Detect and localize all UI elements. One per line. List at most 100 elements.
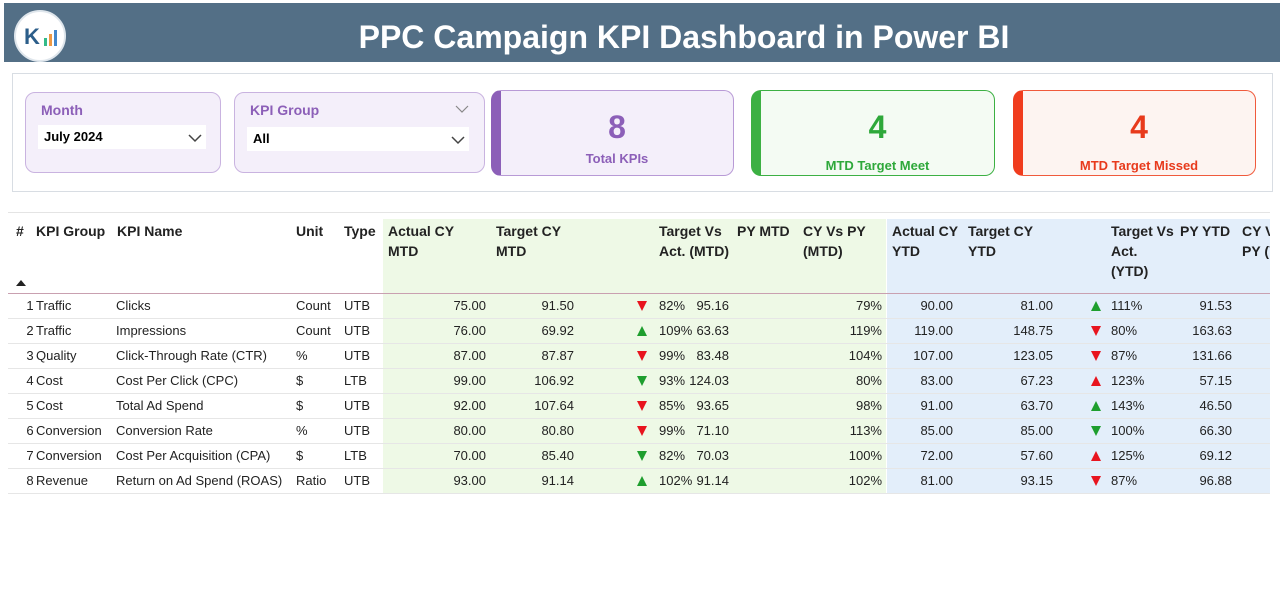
table-cell: 102% — [659, 473, 693, 488]
table-cell: 69.12 — [1199, 448, 1232, 463]
status-arrow — [1091, 401, 1101, 411]
table-cell: Cost — [36, 398, 63, 413]
table-cell: Cost — [36, 373, 63, 388]
table-cell: 80% — [1111, 323, 1138, 338]
table-cell: 63.63 — [696, 323, 729, 338]
svg-text:K: K — [24, 24, 40, 49]
table-cell: 96.88 — [1199, 473, 1232, 488]
sort-icon[interactable] — [16, 279, 26, 287]
column-header: Target Vs Act. (YTD) — [1111, 223, 1174, 279]
table-cell: 4 — [26, 373, 34, 388]
column-header: Target CY MTD — [496, 223, 561, 259]
table-cell: UTB — [344, 298, 370, 313]
kpi-group-slicer[interactable]: KPI Group All — [234, 92, 485, 173]
table-cell: LTB — [344, 373, 367, 388]
slicer-value[interactable]: All — [247, 127, 469, 151]
status-arrow — [637, 301, 647, 311]
table-cell: 163.63 — [1192, 323, 1232, 338]
status-arrow — [637, 401, 647, 411]
table-cell: 100% — [848, 448, 882, 463]
slicer-value[interactable]: July 2024 — [38, 125, 206, 149]
table-cell: 2 — [26, 323, 34, 338]
table-cell: 80% — [855, 373, 882, 388]
column-header: PY YTD — [1180, 223, 1231, 239]
ytd-band — [887, 219, 1270, 493]
mtd-band — [383, 219, 886, 493]
table-cell: 93% — [659, 373, 686, 388]
column-header: Target Vs Act. (MTD) — [659, 223, 729, 259]
table-cell: 8 — [26, 473, 34, 488]
table-cell: Conversion Rate — [116, 423, 213, 438]
logo-icon: K — [24, 24, 57, 49]
table-cell: 113% — [849, 423, 882, 438]
target-missed-card: 4 MTD Target Missed — [1013, 90, 1256, 176]
table-cell: 119.00 — [914, 323, 953, 338]
table-cell: 81.00 — [1020, 298, 1053, 313]
table-cell: 123.05 — [1013, 348, 1053, 363]
table-cell: 80.80 — [541, 423, 574, 438]
table-cell: 87% — [1111, 348, 1138, 363]
table-cell: 7 — [26, 448, 34, 463]
table-cell: 91.14 — [696, 473, 729, 488]
column-header: CY Vs PY (YTD) — [1242, 223, 1270, 259]
table-cell: 85.00 — [920, 423, 953, 438]
table-cell: Ratio — [296, 473, 327, 488]
table-cell: 80.00 — [453, 423, 486, 438]
dropdown-icon[interactable] — [188, 133, 202, 143]
table-cell: 46.50 — [1199, 398, 1232, 413]
table-cell: 85.00 — [1020, 423, 1053, 438]
table-cell: 57.60 — [1020, 448, 1053, 463]
collapse-icon[interactable] — [455, 104, 469, 114]
table-cell: 107.64 — [534, 398, 574, 413]
table-cell: 87.87 — [541, 348, 574, 363]
table-cell: 83.00 — [920, 373, 953, 388]
slicer-label: Month — [41, 102, 83, 118]
table-cell: Quality — [36, 348, 77, 363]
table-cell: 70.03 — [696, 448, 729, 463]
month-slicer[interactable]: Month July 2024 — [25, 92, 221, 173]
table-cell: % — [296, 423, 308, 438]
title: PPC Campaign KPI Dashboard in Power BI — [358, 19, 1010, 55]
table-cell: 91.50 — [541, 298, 574, 313]
table-cell: Revenue — [36, 473, 89, 488]
table-cell: 100% — [1111, 423, 1145, 438]
table-cell: 57.15 — [1199, 373, 1232, 388]
table-cell: 72.00 — [920, 448, 953, 463]
table-cell: Cost Per Acquisition (CPA) — [116, 448, 271, 463]
status-arrow — [1091, 351, 1101, 361]
table-cell: 87.00 — [453, 348, 486, 363]
table-cell: Count — [296, 298, 331, 313]
column-header: Actual CY YTD — [892, 223, 958, 259]
dropdown-icon[interactable] — [451, 135, 465, 145]
table-cell: 76.00 — [453, 323, 486, 338]
column-header: Type — [344, 223, 376, 239]
table-cell: 5 — [26, 398, 34, 413]
table-cell: 81.00 — [920, 473, 953, 488]
table-cell: 143% — [1111, 398, 1145, 413]
status-arrow — [637, 476, 647, 486]
header-bar: K PPC Campaign KPI Dashboard in Power BI — [4, 3, 1280, 62]
status-arrow — [1091, 426, 1101, 436]
table-cell: 91.14 — [541, 473, 574, 488]
column-header: Actual CY MTD — [388, 223, 454, 259]
table-cell: 82% — [659, 448, 686, 463]
status-arrow — [1091, 326, 1101, 336]
row-divider — [8, 418, 1270, 419]
table-cell: 63.70 — [1020, 398, 1053, 413]
table-cell: 148.75 — [1013, 323, 1053, 338]
table-cell: UTB — [344, 423, 370, 438]
table-cell: 71.10 — [696, 423, 729, 438]
status-arrow — [637, 326, 647, 336]
slicer-label: KPI Group — [250, 102, 320, 118]
status-arrow — [637, 376, 647, 386]
table-cell: 91.53 — [1199, 298, 1232, 313]
table-cell: Clicks — [116, 298, 151, 313]
table-cell: Conversion — [36, 448, 102, 463]
filter-panel — [12, 73, 1273, 192]
table-cell: Return on Ad Spend (ROAS) — [116, 473, 283, 488]
table-cell: 75.00 — [453, 298, 486, 313]
table-cell: 79% — [855, 298, 882, 313]
card-value: 4 — [868, 109, 887, 145]
table-cell: 85.40 — [541, 448, 574, 463]
row-divider — [8, 493, 1270, 494]
